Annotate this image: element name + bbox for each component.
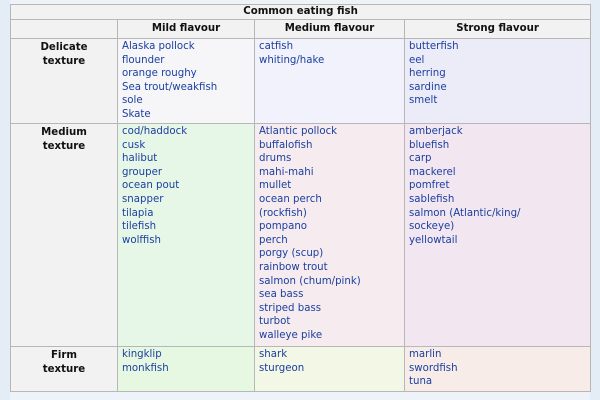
- fish-link[interactable]: striped bass: [259, 302, 322, 314]
- fish-link[interactable]: marlin: [409, 349, 442, 360]
- row-header-delicate: Delicate texture: [10, 38, 118, 124]
- fish-table: Common eating fish Mild flavour Medium f…: [9, 4, 592, 392]
- table-caption: Common eating fish: [9, 4, 592, 20]
- fish-link[interactable]: perch: [259, 234, 288, 246]
- fish-link[interactable]: kingklip: [122, 349, 162, 360]
- fish-link[interactable]: carp: [409, 153, 432, 165]
- cell-firm-medium: shark sturgeon: [254, 346, 405, 392]
- fish-link[interactable]: Atlantic pollock: [259, 126, 338, 137]
- fish-link[interactable]: salmon (Atlantic/king/: [409, 207, 521, 219]
- fish-link[interactable]: cusk: [122, 139, 146, 151]
- fish-link[interactable]: Skate: [122, 108, 151, 120]
- right-edge: [590, 0, 600, 400]
- fish-link[interactable]: sea bass: [259, 289, 304, 301]
- fish-link[interactable]: grouper: [122, 166, 163, 178]
- fish-link[interactable]: butterfish: [409, 41, 459, 52]
- fish-link[interactable]: Alaska pollock: [122, 41, 195, 52]
- fish-link[interactable]: salmon (chum/pink): [259, 275, 361, 287]
- row-header-firm: Firm texture: [10, 346, 118, 392]
- fish-link[interactable]: amberjack: [409, 126, 463, 137]
- fish-link[interactable]: herring: [409, 68, 446, 80]
- fish-link[interactable]: whiting/hake: [259, 54, 325, 66]
- fish-link[interactable]: sablefish: [409, 193, 455, 205]
- table-row: Delicate texture Alaska pollock flounder ora…: [10, 38, 592, 124]
- fish-link[interactable]: tilefish: [122, 221, 157, 233]
- fish-link[interactable]: ocean perch: [259, 193, 322, 205]
- fish-link[interactable]: ocean pout: [122, 180, 180, 192]
- col-header-strong: Strong flavour: [403, 19, 592, 39]
- cell-medium-medium: Atlantic pollock buffalofish drums mahi-mah…: [254, 123, 405, 347]
- fish-link[interactable]: porgy (scup): [259, 248, 324, 260]
- fish-link[interactable]: sturgeon: [259, 362, 305, 374]
- fish-link[interactable]: wolffish: [122, 234, 162, 246]
- cell-firm-strong: marlin swordfish tuna: [403, 346, 592, 392]
- fish-link[interactable]: snapper: [122, 193, 164, 205]
- row-header-text: texture: [42, 55, 86, 67]
- fish-link[interactable]: mackerel: [409, 166, 456, 178]
- fish-link[interactable]: buffalofish: [259, 139, 313, 151]
- fish-link[interactable]: tuna: [409, 376, 433, 388]
- fish-link[interactable]: shark: [259, 349, 288, 360]
- table-row: Firm texture kingklip monkfish shark sturgeon…: [10, 346, 592, 392]
- row-header-medium: Medium texture: [10, 123, 118, 347]
- row-header-text: Delicate: [40, 42, 88, 53]
- row-header-text: Medium: [41, 127, 87, 138]
- fish-link[interactable]: eel: [409, 54, 425, 66]
- cell-delicate-strong: butterfish eel herring sardine smelt: [403, 38, 592, 124]
- cell-medium-mild: cod/haddock cusk halibut grouper ocean pout s…: [117, 123, 255, 347]
- fish-link[interactable]: sardine: [409, 81, 447, 93]
- fish-link[interactable]: bluefish: [409, 139, 450, 151]
- fish-link[interactable]: catfish: [259, 41, 294, 52]
- fish-link[interactable]: pomfret: [409, 180, 450, 192]
- fish-link[interactable]: mullet: [259, 180, 292, 192]
- fish-link[interactable]: turbot: [259, 316, 291, 328]
- fish-link[interactable]: drums: [259, 153, 292, 165]
- fish-link[interactable]: tilapia: [122, 207, 154, 219]
- fish-link[interactable]: sockeye): [409, 221, 455, 233]
- fish-link[interactable]: flounder: [122, 54, 165, 66]
- fish-link[interactable]: monkfish: [122, 362, 169, 374]
- cell-delicate-mild: Alaska pollock flounder orange roughy Sea t…: [117, 38, 255, 124]
- fish-link[interactable]: swordfish: [409, 362, 458, 374]
- fish-link[interactable]: rainbow trout: [259, 261, 328, 273]
- fish-link[interactable]: cod/haddock: [122, 126, 188, 137]
- cell-firm-mild: kingklip monkfish: [117, 346, 255, 392]
- fish-link[interactable]: mahi-mahi: [259, 166, 314, 178]
- fish-link[interactable]: pompano: [259, 221, 308, 233]
- fish-link[interactable]: walleye pike: [259, 329, 323, 341]
- fish-link[interactable]: yellowtail: [409, 234, 458, 246]
- fish-link[interactable]: orange roughy: [122, 68, 197, 80]
- left-edge: [0, 0, 10, 400]
- row-header-text: texture: [42, 363, 86, 375]
- cell-medium-strong: amberjack bluefish carp mackerel pomfret sabl…: [403, 123, 592, 347]
- col-header-mild: Mild flavour: [117, 19, 255, 39]
- fish-link[interactable]: halibut: [122, 153, 158, 165]
- row-header-text: texture: [42, 140, 86, 152]
- fish-link[interactable]: sole: [122, 95, 143, 107]
- col-header-medium: Medium flavour: [254, 19, 405, 39]
- table-row: Medium texture cod/haddock cusk halibut group…: [10, 123, 592, 347]
- corner-cell: [10, 19, 118, 39]
- row-header-text: Firm: [50, 350, 78, 361]
- cell-delicate-medium: catfish whiting/hake: [254, 38, 405, 124]
- fish-link[interactable]: (rockfish): [259, 207, 307, 219]
- fish-link[interactable]: Sea trout/weakfish: [122, 81, 218, 93]
- fish-link[interactable]: smelt: [409, 95, 438, 107]
